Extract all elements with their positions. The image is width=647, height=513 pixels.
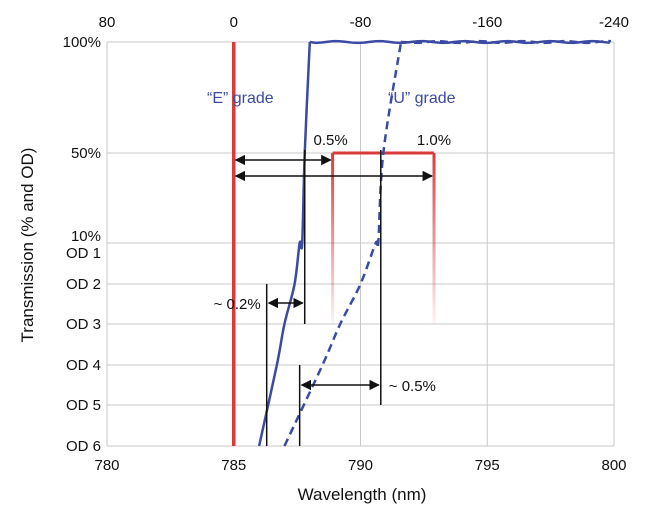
x-tick-label: 780 (94, 457, 119, 474)
x-tick-label: 795 (475, 457, 500, 474)
u-grade-label: “U” grade (388, 90, 456, 107)
y-tick-label: 10% (71, 228, 101, 245)
top-tick-label: -240 (599, 14, 629, 31)
y-tick-label: OD 5 (66, 397, 101, 414)
top-tick-label: 80 (99, 14, 116, 31)
e-grade-label: “E” grade (207, 90, 274, 107)
y-axis-title: Transmission (% and OD) (18, 148, 37, 343)
top-tick-label: -160 (472, 14, 502, 31)
x-tick-label: 785 (221, 457, 246, 474)
u-grade-line-top (401, 39, 612, 45)
edge-marker-line (432, 153, 436, 324)
y-tick-label: OD 6 (66, 438, 101, 455)
annotation-label: ~ 0.2% (214, 296, 261, 313)
top-tick-label: 0 (230, 14, 238, 31)
edge-marker-label: 0.5% (314, 132, 348, 149)
y-tick-label: OD 2 (66, 276, 101, 293)
top-tick-label: -80 (350, 14, 372, 31)
y-tick-label: 50% (71, 145, 101, 162)
edge-markers: 0.5% 1.0% (132, 42, 576, 448)
annotations: ~ 0.2% ~ 0.5% (214, 150, 436, 446)
x-tick-label: 800 (601, 457, 626, 474)
x-tick-label: 790 (348, 457, 373, 474)
u-grade-line (283, 41, 403, 447)
y-tick-label: OD 1 (66, 245, 101, 262)
annotation-label: ~ 0.5% (389, 378, 436, 395)
edge-marker-line (331, 153, 335, 324)
y-tick-label: 100% (63, 34, 101, 51)
y-tick-label: OD 3 (66, 316, 101, 333)
y-tick-label: OD 4 (66, 357, 101, 374)
edge-marker-label: 1.0% (417, 132, 451, 149)
x-axis-title: Wavelength (nm) (298, 485, 427, 504)
